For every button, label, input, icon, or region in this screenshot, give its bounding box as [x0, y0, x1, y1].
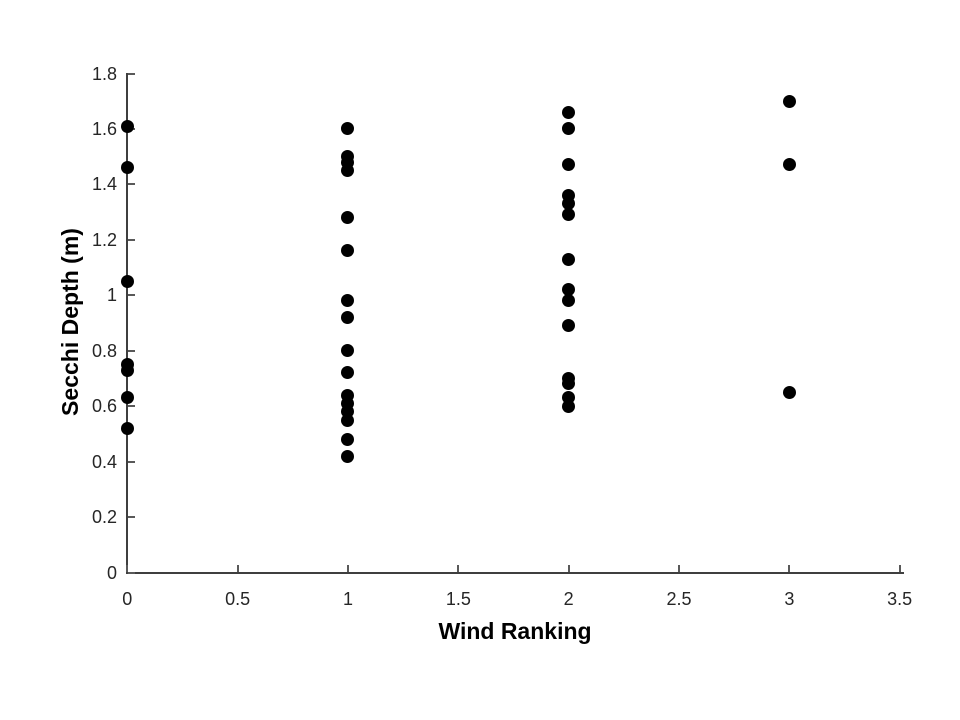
x-axis-title: Wind Ranking [438, 618, 592, 644]
x-tick-label: 1 [342, 589, 353, 609]
data-point [341, 164, 355, 178]
data-point [562, 283, 576, 297]
data-point [120, 421, 134, 435]
data-point [562, 319, 576, 333]
y-axis-line [126, 73, 128, 573]
y-tick-mark [128, 405, 135, 408]
data-point [120, 363, 134, 377]
y-tick-mark [128, 294, 135, 297]
data-point [120, 119, 134, 133]
y-tick-label: 1.4 [91, 174, 117, 195]
y-tick-mark [128, 349, 135, 352]
y-tick-mark [128, 571, 135, 574]
y-tick-label: 0 [106, 562, 117, 583]
y-tick-mark [128, 460, 135, 463]
data-point [341, 310, 355, 324]
data-point [562, 158, 576, 172]
y-tick-label: 0.6 [91, 396, 117, 417]
x-tick-mark [788, 564, 791, 572]
x-tick-label: 2.5 [666, 589, 692, 609]
x-tick-label: 0 [122, 589, 133, 609]
x-tick-label: 3 [784, 589, 795, 609]
data-point [562, 197, 576, 211]
data-point [341, 244, 355, 258]
x-tick-label: 3.5 [887, 589, 913, 609]
y-tick-label: 0.4 [91, 451, 117, 472]
x-tick-mark [126, 564, 129, 572]
x-tick-label: 1.5 [445, 589, 471, 609]
y-tick-label: 0.2 [91, 507, 117, 528]
data-point [341, 366, 355, 380]
data-point [341, 211, 355, 225]
y-tick-label: 1.8 [91, 63, 117, 84]
x-tick-mark [567, 564, 570, 572]
y-tick-label: 1 [106, 285, 117, 306]
data-point [341, 432, 355, 446]
x-tick-mark [457, 564, 460, 572]
x-tick-mark [898, 564, 901, 572]
data-point [341, 122, 355, 136]
x-tick-mark [236, 564, 239, 572]
data-point [782, 158, 796, 172]
x-tick-label: 0.5 [225, 589, 251, 609]
data-point [562, 122, 576, 136]
y-tick-mark [128, 516, 135, 519]
data-point [562, 252, 576, 266]
y-tick-mark [128, 238, 135, 241]
data-point [120, 161, 134, 175]
data-point [782, 94, 796, 108]
y-tick-label: 1.6 [91, 118, 117, 139]
data-point [120, 391, 134, 405]
y-axis-title: Secchi Depth (m) [57, 228, 83, 416]
data-point [562, 294, 576, 308]
x-tick-mark [678, 564, 680, 572]
data-point [562, 208, 576, 222]
y-tick-label: 1.2 [91, 229, 117, 250]
data-point [562, 399, 576, 413]
data-point [562, 105, 576, 119]
data-point [341, 294, 355, 308]
y-tick-mark [128, 183, 135, 186]
data-point [120, 274, 134, 288]
data-point [341, 413, 355, 427]
data-point [341, 449, 355, 463]
y-tick-label: 0.8 [91, 340, 117, 361]
data-point [782, 385, 796, 399]
x-tick-mark [346, 564, 349, 572]
data-point [341, 344, 355, 358]
y-tick-mark [128, 72, 135, 75]
x-tick-label: 2 [563, 589, 574, 609]
x-axis-line [126, 571, 904, 574]
data-point [562, 377, 576, 391]
